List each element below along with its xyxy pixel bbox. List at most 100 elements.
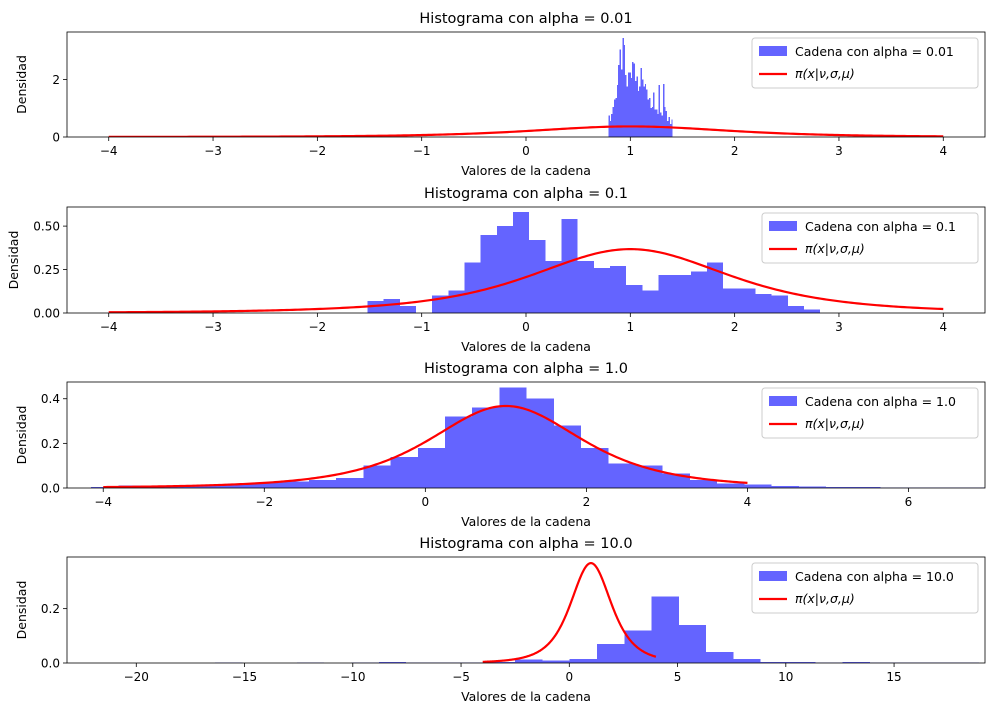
histogram-bar [515,659,543,663]
x-tick-label: −2 [309,320,327,334]
histogram-bar [561,219,578,313]
histogram-bar [798,486,827,488]
histogram-bar [739,288,756,313]
histogram-bar [569,658,598,663]
histogram-bar [804,309,821,313]
x-tick-label: −10 [340,670,365,684]
legend: Cadena con alpha = 0.01 π(x|ν,σ,μ) [751,37,979,89]
y-tick-label: 0.0 [41,657,60,671]
x-tick-label: −4 [100,144,118,158]
histogram-bar [651,596,679,663]
histogram-bar [755,293,772,313]
histogram-bar [640,67,642,137]
axes-frame [66,381,986,489]
histogram-bar [612,106,614,137]
x-axis-label: Valores de la cadena [461,339,591,354]
x-tick-label: 3 [835,144,843,158]
histogram-bar [363,465,391,488]
y-tick-label: 0.25 [33,263,60,277]
histogram-bar [744,484,772,488]
subplot-title: Histograma con alpha = 0.1 [424,186,628,202]
histogram-bar [615,98,617,137]
histogram-bar [669,124,672,137]
histogram-bar [648,98,651,137]
histogram-bar [383,299,400,313]
histogram-bar [690,271,707,313]
histogram-bar [658,85,661,137]
legend-hist-swatch [769,396,797,406]
x-tick-label: 4 [939,320,947,334]
histogram-bar [545,260,562,313]
histogram-bar [689,480,718,488]
x-tick-label: −20 [124,670,149,684]
x-axis-label: Valores de la cadena [461,689,591,704]
x-axis-label: Valores de la cadena [461,163,591,178]
histogram-bar [644,83,647,137]
histogram-bar [706,652,734,663]
histogram-bar [542,660,570,663]
y-axis-label: Densidad [14,55,29,114]
legend-hist-label: Cadena con alpha = 0.01 [795,44,954,59]
y-tick-label: 0.50 [33,220,60,234]
histogram-bar [643,86,645,137]
subplot-title: Histograma con alpha = 0.01 [419,11,632,27]
y-tick-label: 0.2 [41,437,60,451]
histogram-bar [336,477,364,488]
histogram-bar [660,112,662,137]
x-tick-label: −1 [413,144,431,158]
x-axis-label: Valores de la cadena [461,514,591,529]
x-tick-label: 2 [731,144,739,158]
x-tick-label: 6 [905,495,913,509]
histogram-bar [760,662,788,663]
histogram-bar [664,106,666,137]
legend-frame [761,387,979,439]
y-tick-label: 0.2 [41,602,60,616]
y-tick-label: 0.4 [41,392,60,406]
pdf-curve [108,248,944,313]
histogram-bar [706,262,724,313]
legend-hist-swatch [769,221,797,231]
subplot-title: Histograma con alpha = 10.0 [419,536,632,552]
histogram-bar [662,83,665,137]
histogram-bar [771,486,799,488]
legend: Cadena con alpha = 10.0 π(x|ν,σ,μ) [751,562,979,614]
histogram-bar [634,80,637,137]
histogram-bar [678,624,707,663]
x-tick-label: 5 [674,670,682,684]
histogram-bar [642,290,659,313]
histogram-bar [674,274,691,313]
histogram-bars [367,212,821,313]
histogram-bar [526,398,554,488]
legend-pdf-label: π(x|ν,σ,μ) [805,241,865,256]
histogram-bars [91,387,985,488]
axes-frame [66,556,986,664]
histogram-bar [227,483,255,488]
histogram-bar [629,72,631,137]
y-tick-label: 0.00 [33,307,60,321]
x-tick-label: 0 [422,495,430,509]
histogram-bar [577,260,594,313]
legend-frame [751,562,979,614]
histogram-bar [622,37,624,137]
histogram-bars [608,37,673,137]
histogram-bar [658,274,675,313]
x-tick-label: −3 [204,320,222,334]
legend-hist-label: Cadena con alpha = 10.0 [795,569,954,584]
histogram-bar [417,447,445,488]
histogram-bar [639,86,641,137]
histogram-bar [626,86,628,137]
histogram-bar [787,661,816,663]
y-axis-label: Densidad [6,231,21,290]
histogram-bar [281,481,309,488]
histogram-bar [472,407,500,488]
y-tick-label: 0.0 [41,482,60,496]
histogram-bar [529,240,546,313]
histogram-bar [619,49,621,137]
histogram-bar [553,425,582,488]
histogram-bar [646,89,648,137]
y-tick-label: 0 [52,131,60,145]
x-tick-label: 2 [583,495,591,509]
x-tick-label: −1 [413,320,431,334]
legend-hist-swatch [759,46,787,56]
legend: Cadena con alpha = 1.0 π(x|ν,σ,μ) [761,387,979,439]
